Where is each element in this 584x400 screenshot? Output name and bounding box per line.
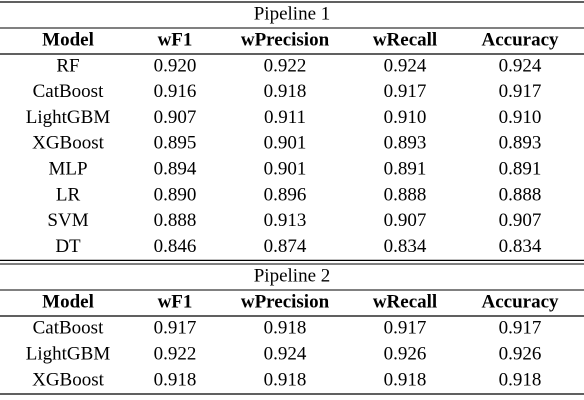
- model-name: LightGBM: [26, 343, 111, 364]
- model-name: RF: [56, 55, 79, 76]
- model-name: DT: [55, 236, 81, 257]
- metric-value: 0.888: [154, 210, 197, 231]
- column-header: Accuracy: [481, 29, 559, 50]
- column-header: wPrecision: [241, 291, 330, 312]
- metric-value: 0.918: [384, 369, 427, 390]
- metric-value: 0.922: [154, 343, 197, 364]
- metric-value: 0.922: [264, 55, 307, 76]
- model-name: MLP: [48, 158, 87, 179]
- metric-value: 0.924: [499, 55, 542, 76]
- metric-value: 0.846: [154, 236, 197, 257]
- metric-value: 0.834: [499, 236, 542, 257]
- metric-value: 0.918: [264, 317, 307, 338]
- metric-value: 0.901: [264, 133, 307, 154]
- metric-value: 0.918: [264, 369, 307, 390]
- metric-value: 0.910: [384, 107, 427, 128]
- metric-value: 0.917: [499, 81, 542, 102]
- metric-value: 0.918: [154, 369, 197, 390]
- metric-value: 0.924: [384, 55, 427, 76]
- metric-value: 0.926: [384, 343, 427, 364]
- metric-value: 0.888: [384, 184, 427, 205]
- metric-value: 0.891: [384, 158, 427, 179]
- metric-value: 0.874: [264, 236, 307, 257]
- pipeline-title: Pipeline 2: [254, 265, 331, 286]
- metric-value: 0.893: [499, 133, 542, 154]
- metric-value: 0.890: [154, 184, 197, 205]
- model-name: XGBoost: [32, 133, 105, 154]
- column-header: wF1: [158, 291, 193, 312]
- column-header: wPrecision: [241, 29, 330, 50]
- model-name: CatBoost: [33, 317, 104, 338]
- metric-value: 0.901: [264, 158, 307, 179]
- metric-value: 0.894: [154, 158, 197, 179]
- metric-value: 0.917: [499, 317, 542, 338]
- model-name: XGBoost: [32, 369, 105, 390]
- metric-value: 0.918: [499, 369, 542, 390]
- metric-value: 0.917: [154, 317, 197, 338]
- metric-value: 0.888: [499, 184, 542, 205]
- metric-value: 0.911: [264, 107, 306, 128]
- metric-value: 0.910: [499, 107, 542, 128]
- metric-value: 0.895: [154, 133, 197, 154]
- model-name: LR: [56, 184, 81, 205]
- column-header: Model: [42, 29, 94, 50]
- pipeline-title: Pipeline 1: [254, 3, 331, 24]
- metric-value: 0.916: [154, 81, 197, 102]
- metric-value: 0.907: [154, 107, 197, 128]
- model-name: SVM: [47, 210, 88, 231]
- metric-value: 0.924: [264, 343, 307, 364]
- column-header: wF1: [158, 29, 193, 50]
- model-name: LightGBM: [26, 107, 111, 128]
- metric-value: 0.893: [384, 133, 427, 154]
- column-header: Accuracy: [481, 291, 559, 312]
- column-header: wRecall: [373, 29, 437, 50]
- metric-value: 0.926: [499, 343, 542, 364]
- metric-value: 0.834: [384, 236, 427, 257]
- metric-value: 0.891: [499, 158, 542, 179]
- metric-value: 0.907: [384, 210, 427, 231]
- metric-value: 0.907: [499, 210, 542, 231]
- metric-value: 0.917: [384, 317, 427, 338]
- metric-value: 0.913: [264, 210, 307, 231]
- model-name: CatBoost: [33, 81, 104, 102]
- metric-value: 0.918: [264, 81, 307, 102]
- column-header: wRecall: [373, 291, 437, 312]
- metric-value: 0.917: [384, 81, 427, 102]
- metric-value: 0.896: [264, 184, 307, 205]
- metric-value: 0.920: [154, 55, 197, 76]
- column-header: Model: [42, 291, 94, 312]
